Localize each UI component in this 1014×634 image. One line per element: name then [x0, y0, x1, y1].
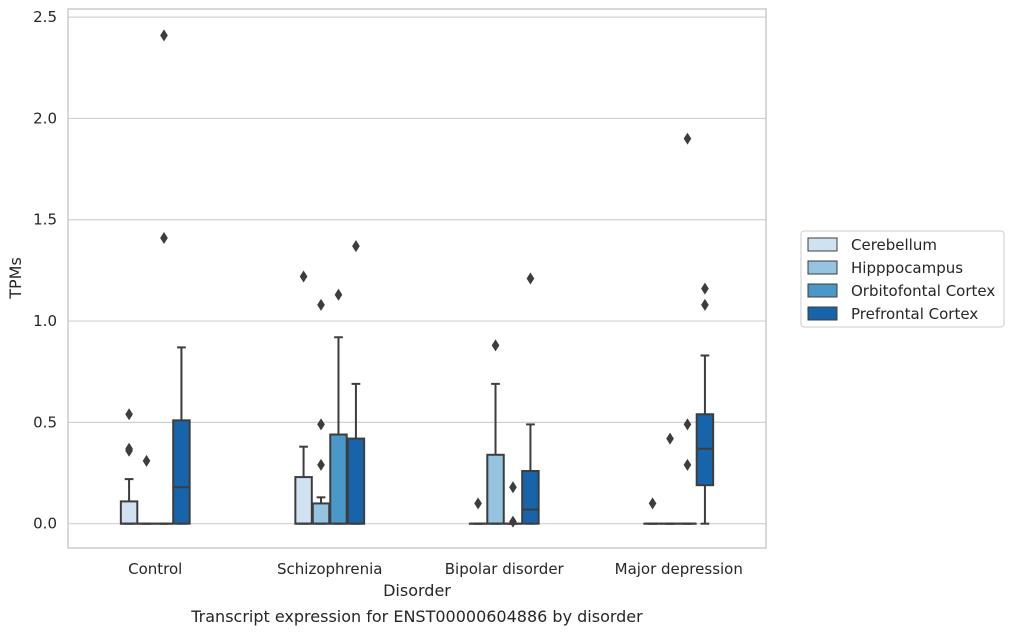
legend-swatch	[807, 306, 838, 321]
y-tick-label: 1.5	[33, 211, 57, 229]
legend-swatch	[807, 283, 838, 298]
box-body	[695, 413, 715, 487]
outlier-point	[317, 298, 325, 311]
y-axis-label: TPMs	[6, 257, 25, 300]
box-hipppocampus-bipolar-disorder	[486, 339, 505, 525]
box-body	[486, 453, 505, 525]
series-prefrontal-cortex	[172, 240, 715, 525]
box-body	[119, 500, 139, 525]
x-tick-label-bipolar-disorder: Bipolar disorder	[445, 560, 565, 578]
box-body	[346, 437, 366, 525]
box-body	[294, 476, 313, 525]
box-body	[311, 502, 331, 525]
legend-item-hipppocampus: Hipppocampus	[807, 259, 963, 277]
box-hipppocampus-major-depression	[660, 432, 680, 525]
legend: Cerebellum Hipppocampus Orbitofontal Corte…	[800, 230, 1005, 328]
outlier-point	[160, 29, 168, 42]
outlier-point	[299, 270, 308, 283]
outlier-point	[317, 418, 325, 431]
outlier-point	[160, 231, 168, 244]
box-orbitofontal-cortex-bipolar-disorder	[503, 481, 523, 528]
outlier-point	[666, 432, 674, 445]
box-body	[172, 419, 191, 525]
outlier-point	[125, 408, 133, 421]
legend-label: Hipppocampus	[851, 259, 963, 277]
box-cerebellum-control	[119, 408, 139, 525]
outlier-point	[701, 282, 709, 295]
x-tick-label-control: Control	[128, 560, 182, 578]
series-hipppocampus	[137, 298, 680, 525]
legend-item-prefrontal-cortex: Prefrontal Cortex	[807, 305, 978, 323]
box-prefrontal-cortex-schizophrenia	[346, 240, 366, 525]
plot-area-frame	[67, 8, 767, 549]
outlier-point	[142, 454, 151, 467]
y-tick-label: 2.5	[33, 8, 57, 26]
outlier-point	[509, 515, 517, 528]
outlier-point	[526, 272, 535, 285]
outlier-point	[701, 298, 709, 311]
outlier-point	[683, 458, 692, 471]
outlier-point	[474, 497, 482, 510]
outlier-point	[683, 418, 692, 431]
legend-frame	[800, 230, 1005, 328]
outlier-point	[509, 481, 517, 494]
chart-caption: Transcript expression for ENST0000060488…	[190, 607, 643, 626]
box-orbitofontal-cortex-major-depression	[678, 132, 697, 525]
box-prefrontal-cortex-major-depression	[695, 282, 715, 525]
x-tick-label-major-depression: Major depression	[615, 560, 743, 578]
series-cerebellum	[119, 270, 662, 525]
legend-item-orbitofontal-cortex: Orbitofontal Cortex	[807, 282, 995, 300]
box-prefrontal-cortex-control	[172, 346, 191, 525]
box-orbitofontal-cortex-control	[154, 29, 174, 525]
box-series	[119, 29, 715, 528]
y-axis-ticks: 0.0 0.5 1.0 1.5 2.0 2.5	[33, 8, 57, 533]
y-tick-label: 0.0	[33, 515, 57, 533]
outlier-point	[491, 339, 500, 352]
outlier-point	[334, 288, 343, 301]
series-orbitofontal-cortex	[154, 29, 697, 528]
outlier-point	[648, 497, 657, 510]
x-axis-label: Disorder	[383, 581, 451, 600]
legend-label: Cerebellum	[851, 236, 937, 254]
legend-item-cerebellum: Cerebellum	[807, 236, 937, 254]
box-cerebellum-bipolar-disorder	[468, 497, 488, 525]
y-tick-label: 0.5	[33, 413, 57, 431]
legend-label: Orbitofontal Cortex	[851, 282, 995, 300]
box-body	[329, 433, 348, 525]
legend-swatch	[807, 237, 838, 252]
box-cerebellum-major-depression	[643, 497, 662, 525]
outlier-point	[683, 132, 692, 145]
box-orbitofontal-cortex-schizophrenia	[329, 288, 348, 525]
outlier-point	[125, 442, 133, 455]
x-axis-ticks: Control Schizophrenia Bipolar disorder Majo…	[128, 560, 743, 578]
box-body	[521, 470, 540, 525]
y-tick-label: 2.0	[33, 109, 57, 127]
legend-swatch	[807, 260, 838, 275]
box-prefrontal-cortex-bipolar-disorder	[521, 272, 540, 525]
box-hipppocampus-control	[137, 454, 156, 525]
legend-label: Prefrontal Cortex	[851, 305, 978, 323]
box-hipppocampus-schizophrenia	[311, 298, 331, 525]
x-tick-label-schizophrenia: Schizophrenia	[277, 560, 382, 578]
outlier-point	[352, 240, 360, 253]
y-tick-label: 1.0	[33, 312, 57, 330]
outlier-point	[317, 458, 325, 471]
box-cerebellum-schizophrenia	[294, 270, 313, 525]
